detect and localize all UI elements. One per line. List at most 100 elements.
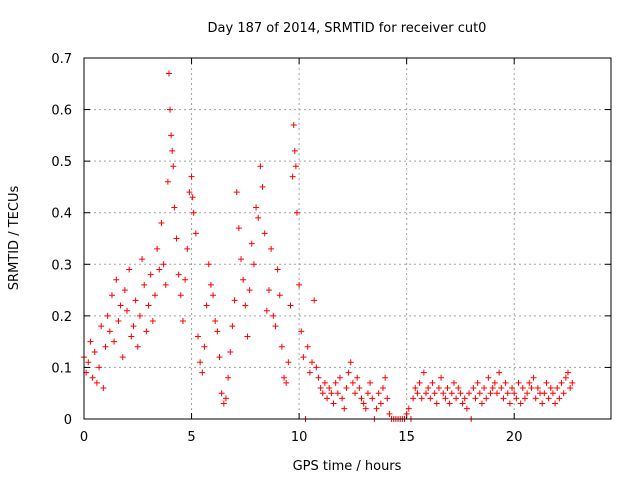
data-point [446,400,453,407]
data-point [186,189,193,196]
data-point [164,178,171,185]
data-point [496,369,503,376]
data-point [554,385,561,392]
data-point [93,379,100,386]
data-point [442,395,449,402]
data-point [268,245,275,252]
data-point [248,240,255,247]
data-point [403,410,410,417]
y-tick-label: 0.5 [51,155,72,170]
data-point [182,276,189,283]
data-point [459,400,466,407]
data-point [173,235,180,242]
data-point [547,385,554,392]
data-point [558,379,565,386]
data-point [315,374,322,381]
data-point [485,374,492,381]
data-point [556,395,563,402]
data-point [290,122,297,129]
data-point [121,287,128,294]
data-point [461,395,468,402]
data-point [111,338,118,345]
data-point [549,390,556,397]
data-point [203,302,210,309]
data-point [369,395,376,402]
chart-title: Day 187 of 2014, SRMTID for receiver cut… [208,21,487,36]
data-point [375,390,382,397]
data-point [541,390,548,397]
data-point [354,374,361,381]
data-point [291,147,298,154]
data-point [100,385,107,392]
data-point [292,163,299,170]
y-tick-label: 0.4 [51,207,72,222]
data-point [87,338,94,345]
data-point [130,323,137,330]
data-point [519,385,526,392]
data-point [214,328,221,335]
data-point [423,390,430,397]
data-point [210,292,217,299]
data-point [147,271,154,278]
data-point [334,390,341,397]
data-point [132,297,139,304]
data-point [487,390,494,397]
data-point [328,390,335,397]
data-point [212,318,219,325]
data-point [367,379,374,386]
data-point [115,318,122,325]
data-point [502,379,509,386]
data-point [167,106,174,113]
data-point [440,390,447,397]
data-point [293,209,300,216]
y-tick-label: 0.1 [51,361,72,376]
data-point [246,287,253,294]
data-point [102,343,109,350]
x-tick-label: 5 [187,430,195,445]
data-point [289,173,296,180]
data-point [347,359,354,366]
data-point [476,390,483,397]
data-point [564,369,571,376]
data-point [298,328,305,335]
data-point [113,276,120,283]
data-point [227,348,234,355]
data-point [552,400,559,407]
data-point [317,385,324,392]
data-point [524,390,531,397]
data-point [235,225,242,232]
data-point [250,261,257,268]
data-point [149,318,156,325]
y-tick-label: 0.3 [51,258,72,273]
data-point [511,390,518,397]
data-point [108,292,115,299]
data-point [283,379,290,386]
x-tick-label: 0 [80,430,88,445]
data-point [240,276,247,283]
data-point [151,292,158,299]
data-point [117,302,124,309]
data-point [474,379,481,386]
data-point [175,271,182,278]
data-point [435,385,442,392]
data-point [504,390,511,397]
data-point [466,390,473,397]
data-point [263,307,270,314]
data-point [364,390,371,397]
data-point [296,281,303,288]
data-point [96,364,103,371]
data-points [81,70,576,422]
data-point [420,369,427,376]
data-point [220,400,227,407]
data-point [216,354,223,361]
data-point [324,395,331,402]
data-point [539,400,546,407]
y-tick-label: 0 [64,413,72,428]
data-point [513,395,520,402]
data-point [455,385,462,392]
data-point [91,348,98,355]
data-point [218,390,225,397]
data-point [358,395,365,402]
data-point [356,385,363,392]
data-point [188,173,195,180]
